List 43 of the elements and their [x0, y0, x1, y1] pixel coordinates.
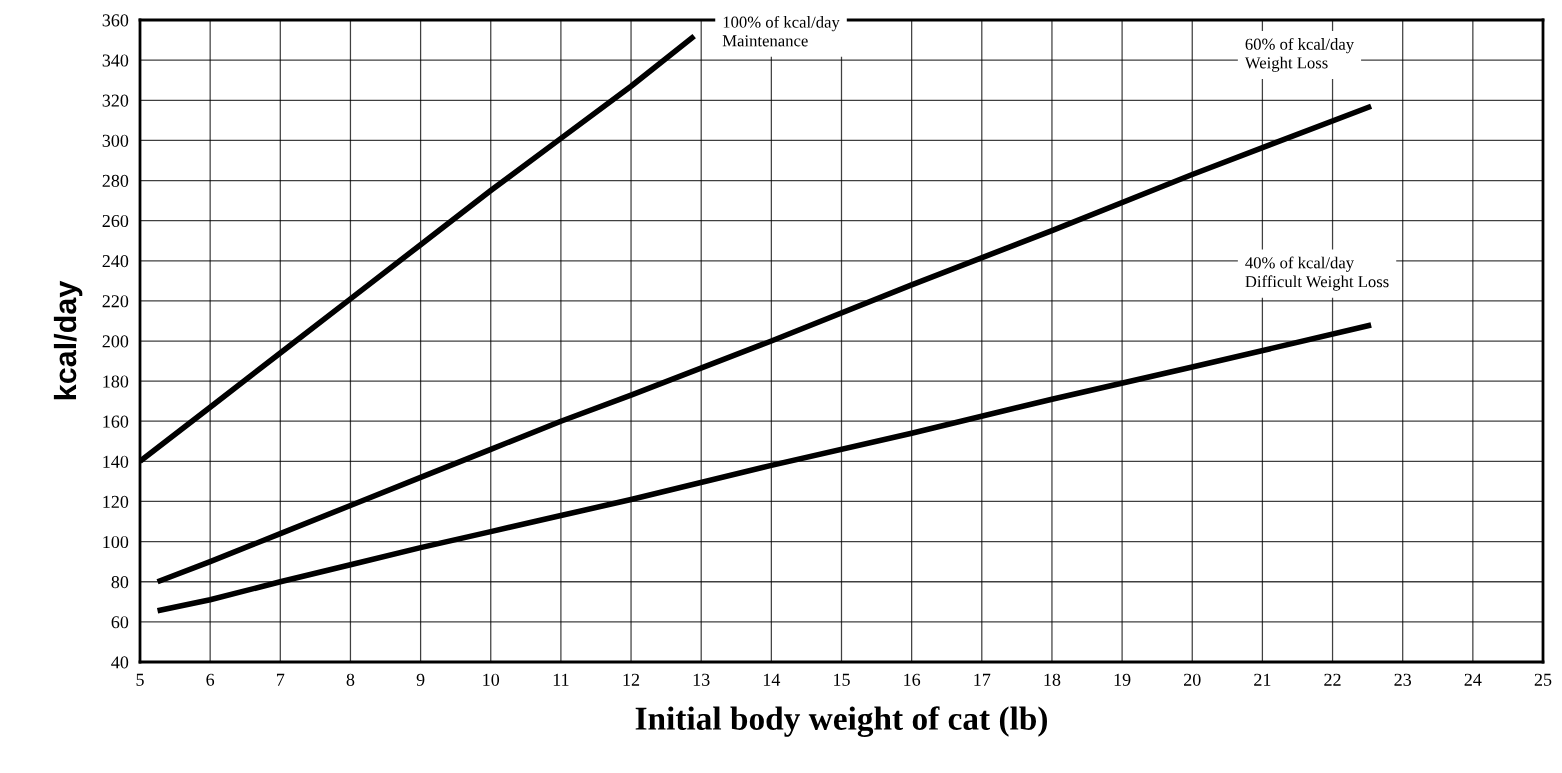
x-tick-label: 21 [1254, 673, 1271, 686]
y-tick-label: 240 [102, 255, 129, 268]
x-tick-label: 25 [1534, 673, 1552, 686]
y-tick-label: 340 [102, 54, 129, 67]
y-tick-label: 40 [111, 656, 129, 669]
y-axis-title: kcal/day [53, 280, 83, 400]
y-tick-label: 140 [103, 455, 129, 468]
x-tick-label: 16 [904, 673, 921, 686]
text: 60% of kcal/day Weight Loss [1244, 37, 1355, 72]
x-tick-label: 19 [1114, 673, 1131, 686]
y-tick-label: 360 [102, 14, 129, 27]
y-tick-label: 200 [102, 335, 129, 348]
x-tick-label: 17 [974, 673, 991, 686]
series-label: 100% of kcal/day Maintenance [722, 15, 840, 47]
text: 40% of kcal/day Difficult Weight Loss [1245, 256, 1389, 291]
x-tick-label: 7 [276, 673, 285, 686]
y-tick-label: 320 [102, 94, 129, 107]
y-tick-label: 300 [102, 134, 129, 147]
y-tick-label: 280 [102, 174, 129, 187]
x-tick-label: 20 [1184, 673, 1201, 686]
y-tick-label: 260 [102, 214, 129, 228]
x-tick-label: 18 [1044, 673, 1061, 686]
x-tick-label: 6 [206, 673, 215, 686]
x-tick-label: 5 [136, 673, 144, 686]
x-tick-label: 24 [1464, 673, 1482, 686]
x-tick-label: 23 [1394, 673, 1412, 686]
x-tick-label: 8 [346, 673, 355, 686]
x-tick-label: 22 [1324, 673, 1341, 686]
x-tick-label: 13 [693, 673, 710, 686]
y-tick-label: 180 [103, 375, 129, 388]
y-tick-label: 100 [103, 535, 129, 549]
x-tick-label: 14 [763, 673, 781, 686]
y-tick-label: 60 [111, 616, 129, 629]
y-tick-label: 80 [111, 576, 129, 589]
x-tick-label: 15 [834, 673, 850, 686]
x-axis-title: Initial body weight of cat (lb) [635, 706, 1047, 737]
x-tick-label: 9 [416, 673, 425, 686]
x-tick-label: 12 [623, 673, 640, 686]
y-tick-label: 220 [102, 295, 129, 308]
y-tick-label: 120 [103, 495, 129, 508]
y-tick-label: 160 [103, 415, 129, 428]
x-tick-label: 11 [553, 673, 569, 686]
x-tick-label: 10 [483, 673, 500, 686]
